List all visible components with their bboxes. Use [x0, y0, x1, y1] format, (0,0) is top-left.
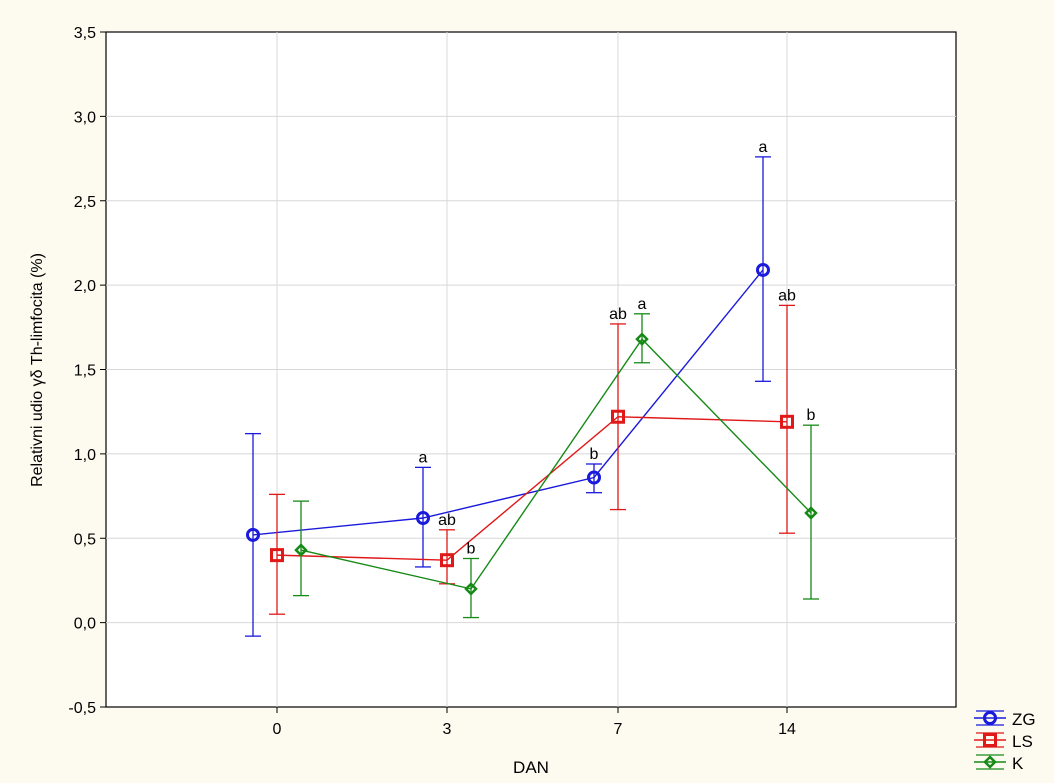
significance-label: b: [590, 446, 599, 463]
legend-item-zg: ZG: [974, 710, 1036, 729]
data-point: [246, 527, 260, 542]
significance-label: ab: [778, 287, 796, 304]
significance-label: a: [638, 296, 647, 313]
legend-item-k: K: [974, 754, 1024, 773]
legend-marker: [983, 755, 997, 769]
y-tick-label: -0,5: [68, 700, 96, 717]
x-tick-label: 3: [443, 721, 452, 738]
legend-label: ZG: [1012, 710, 1036, 729]
series-k: bab: [293, 296, 819, 619]
series-line: [300, 338, 812, 590]
y-tick-label: 1,5: [74, 363, 96, 380]
y-tick-label: 3,5: [74, 25, 96, 42]
x-tick-label: 7: [614, 721, 623, 738]
data-point: [635, 332, 649, 346]
series-line: [252, 269, 764, 536]
x-tick-label: 14: [778, 721, 796, 738]
data-point: [780, 414, 794, 429]
data-point: [611, 409, 625, 424]
x-axis: 0 3 7 14: [273, 707, 796, 738]
data-point: [270, 548, 284, 563]
significance-label: a: [759, 139, 768, 156]
legend-marker: [983, 711, 997, 725]
x-axis-label: DAN: [513, 758, 549, 777]
x-tick-label: 0: [273, 721, 282, 738]
y-tick-label: 0,5: [74, 531, 96, 548]
data-point: [756, 262, 770, 277]
y-tick-label: 1,0: [74, 447, 96, 464]
y-tick-label: 2,0: [74, 278, 96, 295]
legend: ZG LS K: [974, 710, 1036, 773]
y-tick-label: 2,5: [74, 194, 96, 211]
data-point: [440, 553, 454, 568]
y-tick-label: 0,0: [74, 616, 96, 633]
legend-label: LS: [1012, 732, 1033, 751]
data-point: [464, 582, 478, 596]
legend-marker: [983, 733, 997, 747]
legend-item-ls: LS: [974, 732, 1033, 751]
series-zg: a ba: [245, 139, 771, 637]
data-point: [587, 470, 601, 485]
significance-label: b: [807, 407, 816, 424]
y-tick-label: 3,0: [74, 109, 96, 126]
significance-label: ab: [609, 306, 627, 323]
significance-label: b: [467, 541, 476, 558]
data-point: [416, 511, 430, 525]
data-point: [804, 506, 818, 520]
y-axis: -0,5 0,0 0,5 1,0 1,5 2,0 2,5 3,0 3,5: [68, 25, 106, 717]
legend-label: K: [1012, 754, 1024, 773]
y-axis-label: Relativni udio γδ Th-limfocita (%): [29, 253, 46, 487]
data-point: [294, 543, 308, 557]
significance-label: ab: [438, 512, 456, 529]
series-line: [276, 416, 788, 561]
significance-label: a: [419, 449, 428, 466]
